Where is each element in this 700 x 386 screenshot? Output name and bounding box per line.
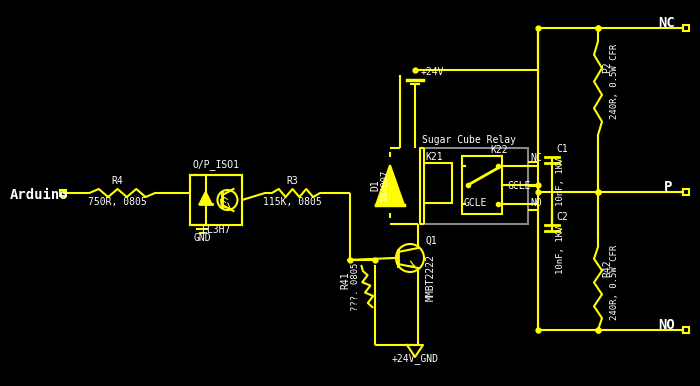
Text: P2: P2: [602, 62, 612, 73]
Bar: [462, 156, 502, 214]
Text: P: P: [664, 180, 673, 194]
Text: Arduino: Arduino: [10, 188, 69, 202]
Text: GCLE: GCLE: [508, 181, 531, 191]
Bar: [683, 189, 689, 195]
Bar: [60, 190, 66, 196]
Text: O/P_ISO1: O/P_ISO1: [193, 159, 239, 170]
Text: 10nF, 1KV: 10nF, 1KV: [556, 226, 565, 274]
Text: 240R, 0.5W CFR: 240R, 0.5W CFR: [610, 245, 619, 320]
Bar: [190, 175, 242, 225]
Text: +24V: +24V: [421, 67, 444, 77]
Text: GCLE: GCLE: [464, 198, 487, 208]
Bar: [424, 163, 452, 203]
Text: R3: R3: [286, 176, 298, 186]
Text: NC: NC: [658, 16, 675, 30]
Text: K22: K22: [490, 145, 507, 155]
Text: NC: NC: [530, 153, 542, 163]
Polygon shape: [376, 165, 404, 205]
Text: +24V_GND: +24V_GND: [391, 353, 438, 364]
Text: C1: C1: [556, 144, 568, 154]
Text: 10nF, 1KV: 10nF, 1KV: [556, 158, 565, 207]
Text: C2: C2: [556, 212, 568, 222]
Bar: [683, 327, 689, 333]
Text: R4: R4: [111, 176, 123, 186]
Text: 240R, 0.5W CFR: 240R, 0.5W CFR: [610, 44, 619, 119]
Text: GND: GND: [193, 233, 211, 243]
Text: R41: R41: [340, 272, 350, 290]
Text: NO: NO: [530, 198, 542, 208]
Text: Sugar Cube Relay: Sugar Cube Relay: [422, 135, 516, 145]
Bar: [420, 148, 528, 224]
Text: MMBT2222: MMBT2222: [426, 254, 436, 301]
Text: NO: NO: [658, 318, 675, 332]
Text: 115K, 0805: 115K, 0805: [263, 197, 322, 207]
Polygon shape: [199, 192, 211, 204]
Text: 1N4007: 1N4007: [380, 169, 389, 201]
Text: ???. 0805: ???. 0805: [351, 262, 360, 311]
Bar: [683, 25, 689, 31]
Text: Q1: Q1: [426, 236, 438, 246]
Text: 750R, 0805: 750R, 0805: [88, 197, 147, 207]
Text: EL3H7: EL3H7: [202, 225, 231, 235]
Text: K21: K21: [425, 152, 442, 162]
Text: R42: R42: [602, 260, 612, 277]
Text: D1: D1: [370, 179, 380, 191]
